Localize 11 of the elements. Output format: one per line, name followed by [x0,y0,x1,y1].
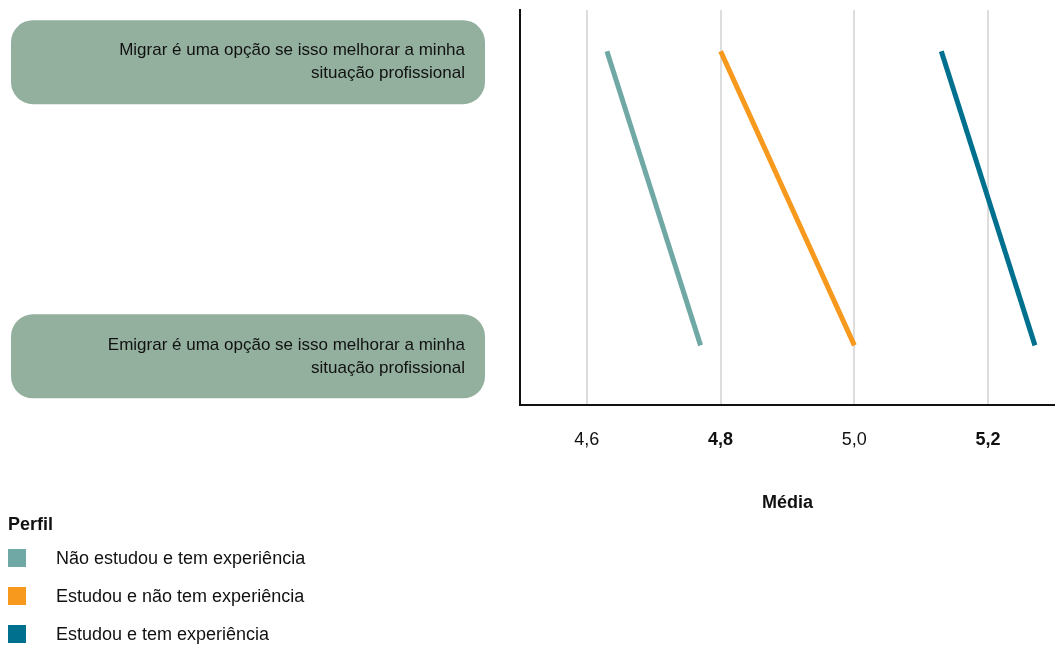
y-tick-label: Emigrar é uma opção se isso melhorar a minha situação profissional [107,334,466,377]
legend-label: Não estudou e tem experiência [56,547,306,569]
x-tick-label: 5,0 [841,428,867,449]
y-tick-label: Migrar é uma opção se isso melhorar a minha situação profissional [119,40,466,83]
legend-title: Perfil [8,513,54,535]
x-tick-label: 5,2 [975,428,1001,449]
legend-label: Estudou e tem experiência [56,623,270,645]
x-tick-label: 4,8 [708,428,734,449]
x-tick-label: 4,6 [574,428,600,449]
x-axis-title: Média [761,492,814,513]
legend-label: Estudou e não tem experiência [56,585,305,607]
